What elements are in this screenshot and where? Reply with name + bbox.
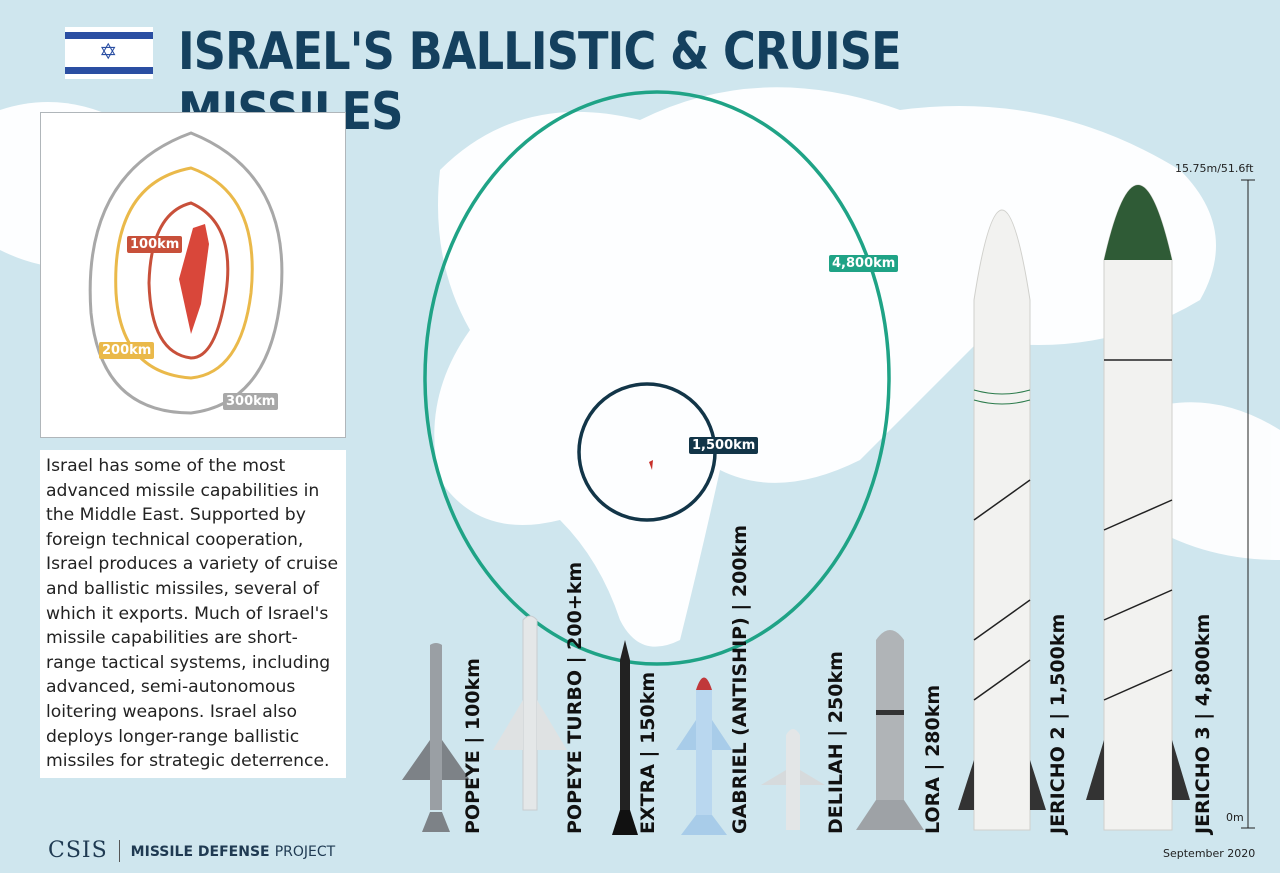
missile-label-popeye: POPEYE | 100km bbox=[462, 658, 484, 834]
missile-label-delilah: DELILAH | 250km bbox=[825, 651, 847, 834]
missile-label-popeye-turbo: POPEYE TURBO | 200+km bbox=[564, 561, 586, 834]
label-200km: 200km bbox=[99, 342, 155, 359]
label-100km: 100km bbox=[127, 236, 183, 253]
missile-gabriel bbox=[676, 677, 732, 835]
csis-logo: CSIS MISSILE DEFENSE PROJECT bbox=[48, 838, 335, 863]
missile-label-extra: EXTRA | 150km bbox=[637, 671, 659, 834]
range-ring-4800km bbox=[423, 90, 891, 666]
missile-label-lora: LORA | 280km bbox=[922, 684, 944, 834]
missile-extra bbox=[612, 640, 638, 835]
israel-shape bbox=[179, 224, 209, 334]
missile-popeye-turbo bbox=[493, 615, 567, 811]
project-text: PROJECT bbox=[274, 844, 336, 860]
israel-flag: ✡ bbox=[65, 27, 153, 79]
ring-300km bbox=[88, 131, 284, 415]
missile-label-jericho-2: JERICHO 2 | 1,500km bbox=[1047, 613, 1069, 834]
project-bold: MISSILE DEFENSE bbox=[130, 844, 270, 860]
eurasia-africa-landmass bbox=[434, 87, 1216, 647]
scale-bottom-label: 0m bbox=[1226, 811, 1244, 824]
missile-popeye bbox=[402, 643, 470, 832]
missile-jericho-3 bbox=[1086, 184, 1190, 831]
page-title: ISRAEL'S BALLISTIC & CRUISE MISSILES bbox=[178, 22, 902, 142]
scale-top-label: 15.75m/51.6ft bbox=[1175, 162, 1254, 175]
missile-label-jericho-3: JERICHO 3 | 4,800km bbox=[1192, 613, 1214, 834]
ring-200km bbox=[114, 166, 254, 380]
label-1500km: 1,500km bbox=[689, 437, 759, 454]
star-of-david-icon: ✡ bbox=[99, 40, 118, 65]
description-text: Israel has some of the most advanced mis… bbox=[40, 450, 346, 778]
inset-map: 100km 200km 300km bbox=[40, 112, 346, 438]
missile-label-gabriel: GABRIEL (ANTISHIP) | 200km bbox=[729, 524, 751, 834]
missile-delilah bbox=[761, 729, 825, 830]
label-4800km: 4,800km bbox=[829, 255, 899, 272]
date: September 2020 bbox=[1163, 847, 1256, 860]
missile-lora bbox=[856, 630, 924, 830]
csis-wordmark: CSIS bbox=[48, 838, 108, 863]
label-300km: 300km bbox=[223, 393, 279, 410]
israel-marker bbox=[649, 460, 653, 470]
missile-jericho-2 bbox=[958, 209, 1046, 831]
